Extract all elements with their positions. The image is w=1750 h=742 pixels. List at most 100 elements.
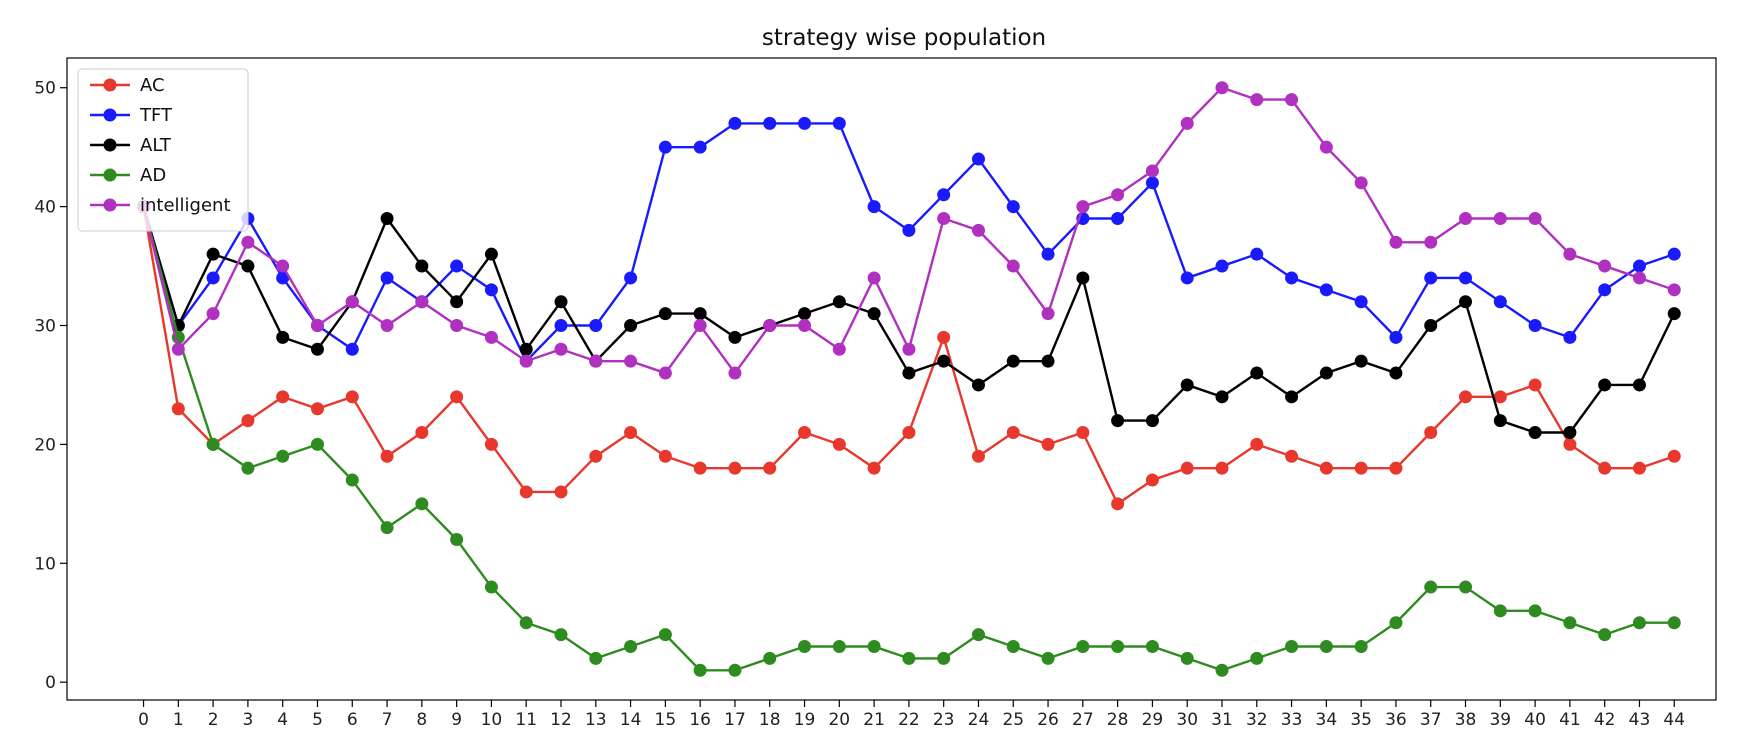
data-point (1632, 378, 1646, 392)
x-tick-label: 26 (1037, 710, 1059, 730)
x-tick-label: 30 (1176, 710, 1198, 730)
data-point (728, 330, 742, 344)
x-tick-label: 20 (828, 710, 850, 730)
x-tick-label: 8 (416, 710, 427, 730)
legend-entry: ALT (90, 135, 172, 156)
data-point (832, 295, 846, 309)
x-tick-label: 4 (277, 710, 288, 730)
data-point (1632, 271, 1646, 285)
data-point (1424, 271, 1438, 285)
x-tick-label: 31 (1211, 710, 1233, 730)
x-tick-label: 43 (1629, 710, 1651, 730)
data-point (1354, 640, 1368, 653)
data-point (450, 259, 464, 273)
data-point (1667, 283, 1681, 297)
data-point (380, 319, 394, 332)
data-point (1493, 414, 1507, 428)
data-point (971, 378, 985, 392)
data-point (276, 259, 290, 273)
x-tick-label: 22 (898, 710, 920, 730)
data-point (171, 402, 185, 416)
data-point (1354, 176, 1368, 190)
data-point (276, 330, 290, 344)
data-point (1528, 378, 1542, 392)
data-point (971, 449, 985, 463)
data-point (415, 295, 429, 309)
data-point (1632, 259, 1646, 273)
data-point (937, 212, 951, 225)
data-point (693, 461, 707, 475)
data-point (1319, 283, 1333, 297)
x-tick-label: 28 (1107, 710, 1129, 730)
data-point (589, 651, 603, 665)
data-point (1598, 378, 1612, 392)
legend-marker (103, 168, 117, 182)
data-point (310, 437, 324, 451)
data-point (206, 437, 220, 451)
data-point (1215, 259, 1229, 273)
data-point (1076, 271, 1090, 285)
data-point (1528, 212, 1542, 225)
data-point (1598, 628, 1612, 642)
y-tick-label: 40 (34, 198, 56, 218)
y-tick-label: 0 (45, 673, 56, 693)
legend-marker (103, 198, 117, 212)
data-point (798, 640, 812, 653)
data-point (1424, 580, 1438, 594)
data-point (1389, 616, 1403, 630)
x-tick-label: 25 (1002, 710, 1024, 730)
data-point (1215, 390, 1229, 404)
data-point (728, 461, 742, 475)
data-point (450, 533, 464, 546)
data-point (450, 295, 464, 309)
data-point (1111, 640, 1125, 653)
data-point (415, 426, 429, 439)
data-point (624, 354, 638, 368)
legend-marker (103, 138, 117, 152)
data-point (1354, 295, 1368, 309)
x-tick-label: 27 (1072, 710, 1094, 730)
data-point (1006, 426, 1020, 439)
data-point (1180, 378, 1194, 392)
x-tick-label: 14 (620, 710, 642, 730)
data-point (276, 449, 290, 463)
x-tick-label: 5 (312, 710, 323, 730)
y-tick-label: 50 (34, 79, 56, 99)
data-point (1145, 473, 1159, 487)
data-point (1424, 319, 1438, 332)
x-tick-label: 2 (208, 710, 219, 730)
data-point (867, 461, 881, 475)
data-point (832, 342, 846, 356)
data-point (1145, 164, 1159, 178)
data-point (1111, 212, 1125, 225)
data-point (1180, 116, 1194, 130)
data-point (1563, 437, 1577, 451)
data-point (1459, 390, 1473, 404)
data-point (971, 628, 985, 642)
data-point (624, 426, 638, 439)
chart-title: strategy wise population (762, 25, 1046, 51)
legend-entry: TFT (90, 105, 173, 126)
x-tick-label: 1 (173, 710, 184, 730)
data-point (1667, 247, 1681, 261)
x-tick-label: 21 (863, 710, 885, 730)
data-point (484, 283, 498, 297)
data-point (310, 342, 324, 356)
data-point (380, 521, 394, 535)
y-tick-label: 20 (34, 435, 56, 455)
x-tick-label: 6 (347, 710, 358, 730)
data-point (1459, 271, 1473, 285)
series-ALT (137, 200, 1681, 439)
data-point (1215, 663, 1229, 677)
data-point (1250, 437, 1264, 451)
data-point (519, 342, 533, 356)
data-point (1285, 449, 1299, 463)
data-point (693, 140, 707, 154)
data-point (1459, 212, 1473, 225)
data-point (276, 390, 290, 404)
data-point (1528, 604, 1542, 618)
data-point (1145, 640, 1159, 653)
legend-label: AC (140, 75, 165, 96)
data-point (763, 116, 777, 130)
series-intelligent (137, 81, 1681, 380)
